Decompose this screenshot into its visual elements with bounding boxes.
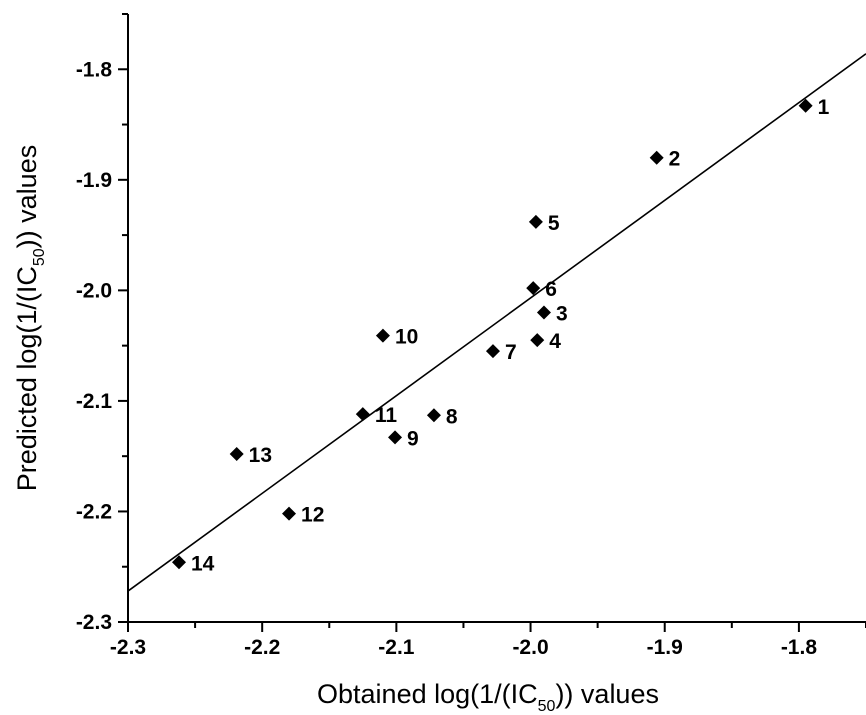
data-point-label-1: 1 [818,96,830,119]
data-point-1 [798,98,813,113]
regression-line [127,53,866,592]
x-axis-title: Obtained log(1/(IC50)) values [317,679,659,715]
x-tick-label: -2.2 [244,636,280,659]
y-axis-title-subscript: 50 [31,248,48,266]
data-point-label-9: 9 [407,427,419,450]
data-points [171,98,813,570]
y-tick-label: -2.0 [76,279,112,302]
x-tick-labels: -2.3 -2.2 -2.1 -2.0 -1.9 -1.8 [110,636,817,659]
data-point-12 [282,506,297,521]
y-tick-labels: -2.3 -2.2 -2.1 -2.0 -1.9 -1.8 [76,58,113,634]
y-tick-label: -2.1 [76,390,113,413]
data-point-label-8: 8 [446,405,458,428]
data-point-label-5: 5 [548,212,560,235]
x-axis-title-end: )) values [555,679,659,709]
data-point-label-2: 2 [669,148,681,171]
x-ticks [127,622,866,632]
data-point-label-11: 11 [375,404,398,427]
data-point-14 [171,555,186,570]
y-ticks [118,13,128,623]
y-axis-title: Predicted log(1/(IC50)) values [12,145,48,491]
data-point-label-12: 12 [301,504,324,527]
data-point-7 [485,344,500,359]
y-axis-title-end: )) values [12,145,42,249]
x-tick-label: -2.1 [378,636,415,659]
data-point-5 [528,214,543,229]
y-tick-label: -1.9 [76,169,112,192]
data-point-3 [536,305,551,320]
data-point-6 [526,281,541,296]
x-axis-title-subscript: 50 [538,698,556,715]
x-axis-title-main: Obtained log(1/(IC [317,679,538,709]
data-point-label-4: 4 [549,330,561,353]
x-tick-label: -1.8 [781,636,818,659]
y-tick-label: -2.2 [76,500,112,523]
y-tick-label: -2.3 [76,611,112,634]
data-point-label-7: 7 [505,341,517,364]
y-axis-title-main: Predicted log(1/(IC [12,266,42,491]
data-point-10 [375,328,390,343]
data-point-13 [229,446,244,461]
data-point-label-3: 3 [556,302,568,325]
data-point-2 [649,150,664,165]
y-tick-label: -1.8 [76,58,113,81]
x-tick-label: -2.3 [110,636,146,659]
data-point-label-10: 10 [395,326,418,349]
x-tick-label: -1.9 [647,636,683,659]
data-point-11 [355,407,370,422]
x-tick-label: -2.0 [512,636,548,659]
data-point-label-14: 14 [191,552,215,575]
data-point-9 [388,430,403,445]
data-point-4 [530,333,545,348]
data-point-8 [426,408,441,423]
data-point-label-13: 13 [249,444,272,467]
axes [127,14,866,623]
data-point-label-6: 6 [545,278,557,301]
